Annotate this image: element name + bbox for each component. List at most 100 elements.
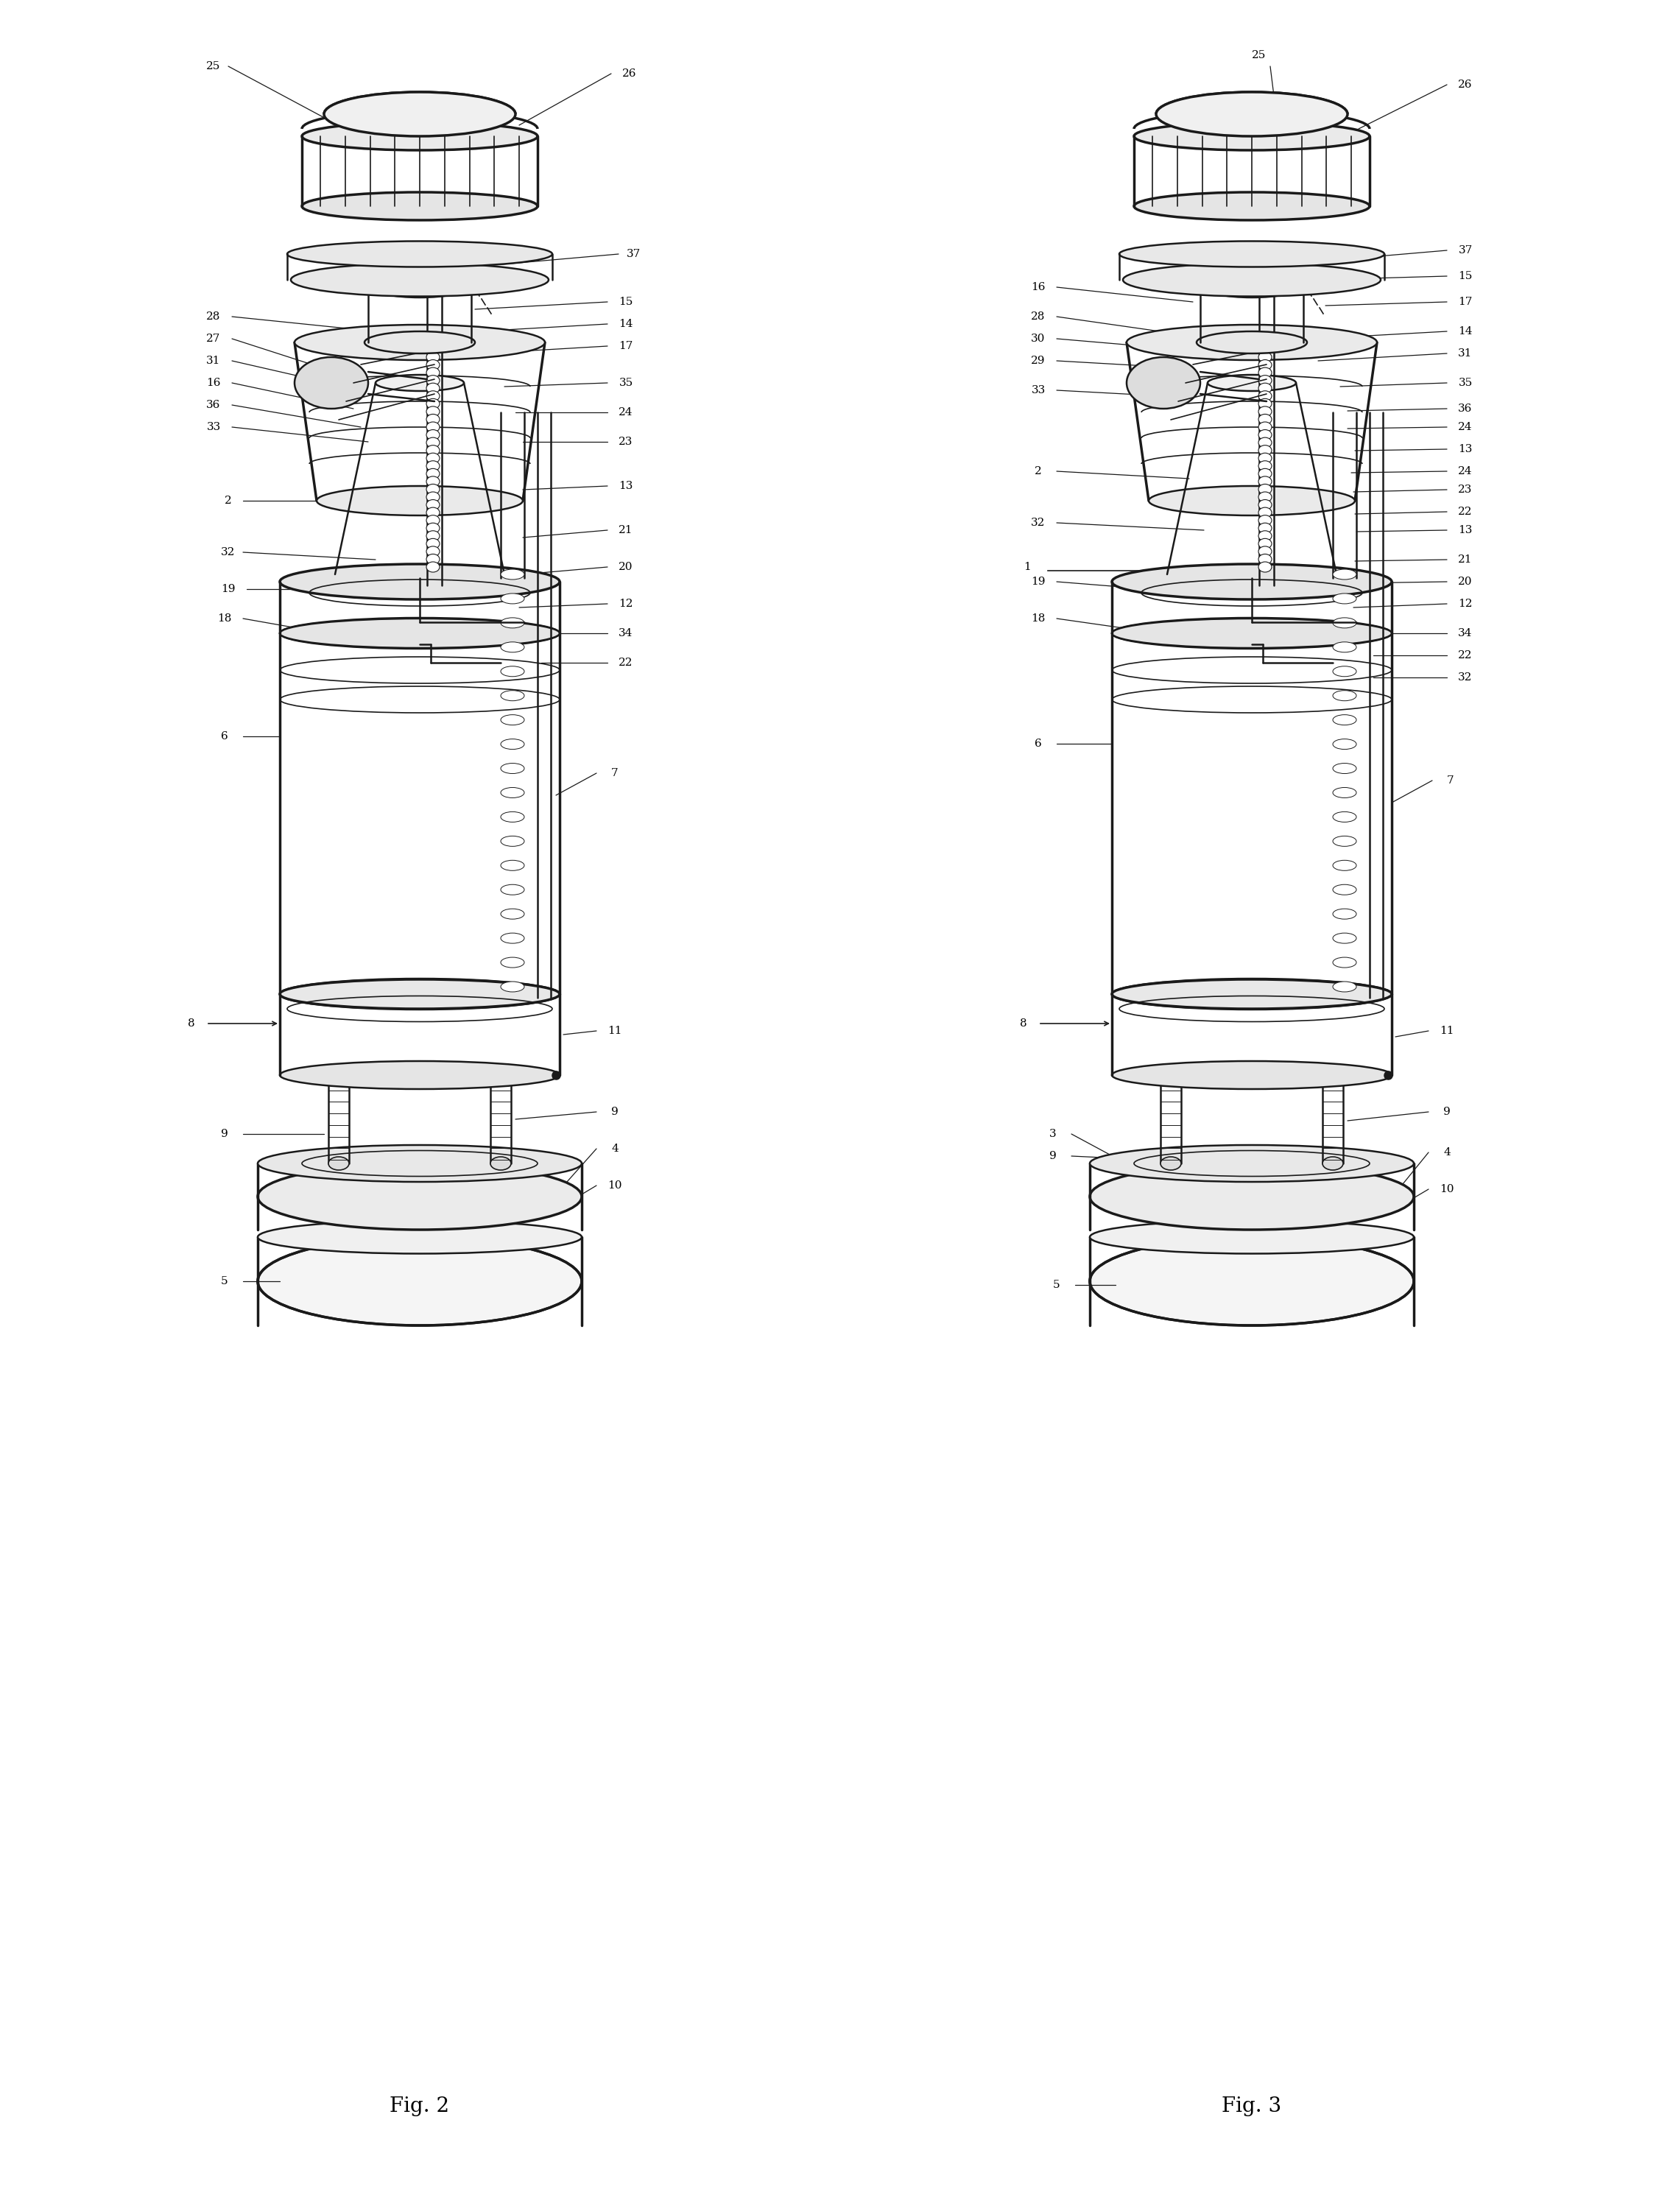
Text: 14: 14 [1459,325,1472,336]
Text: 26: 26 [1459,80,1472,91]
Ellipse shape [279,564,560,599]
Text: 9: 9 [221,1128,228,1139]
Ellipse shape [490,1068,510,1082]
Ellipse shape [328,1068,350,1082]
Ellipse shape [427,422,440,431]
Text: 24: 24 [619,407,632,418]
Ellipse shape [500,812,524,823]
Ellipse shape [1161,1157,1181,1170]
Ellipse shape [1126,356,1200,409]
Ellipse shape [500,787,524,799]
Text: 37: 37 [626,250,641,259]
Ellipse shape [427,429,440,440]
Ellipse shape [427,407,440,416]
Ellipse shape [1123,263,1380,296]
Ellipse shape [427,484,440,495]
Ellipse shape [1205,276,1300,296]
Ellipse shape [500,836,524,847]
Ellipse shape [1258,546,1271,557]
Text: 2: 2 [224,495,233,507]
Ellipse shape [1333,885,1357,896]
Ellipse shape [1333,982,1357,991]
Ellipse shape [1322,1068,1343,1082]
Ellipse shape [427,383,440,394]
Ellipse shape [1258,507,1271,518]
Ellipse shape [1258,562,1271,573]
Ellipse shape [1089,1221,1414,1254]
Ellipse shape [1258,522,1271,533]
Ellipse shape [279,978,560,1009]
Text: 26: 26 [622,69,637,80]
Ellipse shape [1258,414,1271,425]
Text: 11: 11 [1440,1026,1454,1035]
Ellipse shape [427,469,440,478]
Ellipse shape [427,438,440,447]
Ellipse shape [1333,739,1357,750]
Text: 32: 32 [221,546,236,557]
Text: 4: 4 [611,1144,619,1155]
Ellipse shape [1333,666,1357,677]
Text: 29: 29 [1031,356,1046,365]
Text: 32: 32 [1459,672,1472,684]
Ellipse shape [500,593,524,604]
Ellipse shape [500,739,524,750]
Ellipse shape [301,122,537,150]
Text: 7: 7 [1447,776,1454,785]
Text: 22: 22 [1459,650,1472,661]
Text: 28: 28 [206,312,221,321]
Ellipse shape [1333,568,1357,580]
Ellipse shape [500,909,524,920]
Ellipse shape [279,1062,560,1088]
Ellipse shape [288,241,552,268]
Ellipse shape [1322,1157,1343,1170]
Ellipse shape [500,933,524,942]
Ellipse shape [1113,617,1392,648]
Ellipse shape [1113,978,1392,1009]
Ellipse shape [1333,933,1357,942]
Ellipse shape [1258,469,1271,478]
Ellipse shape [1156,93,1347,137]
Ellipse shape [427,414,440,425]
Ellipse shape [490,1157,510,1170]
Ellipse shape [1258,407,1271,416]
Ellipse shape [1333,641,1357,653]
Text: 18: 18 [1031,613,1046,624]
Text: 7: 7 [611,768,619,779]
Ellipse shape [1113,1062,1392,1088]
Ellipse shape [1126,325,1377,361]
Ellipse shape [427,562,440,573]
Ellipse shape [1161,1068,1181,1082]
Ellipse shape [1333,593,1357,604]
Text: Fig. 3: Fig. 3 [1221,2097,1282,2117]
Ellipse shape [1258,445,1271,456]
Ellipse shape [325,93,515,137]
Ellipse shape [1258,538,1271,549]
Text: 24: 24 [1459,422,1472,431]
Ellipse shape [301,192,537,221]
Ellipse shape [500,860,524,872]
Text: 16: 16 [206,378,221,387]
Ellipse shape [279,619,560,648]
Ellipse shape [427,367,440,378]
Ellipse shape [1333,812,1357,823]
Ellipse shape [427,515,440,526]
Ellipse shape [1333,836,1357,847]
Ellipse shape [328,1157,350,1170]
Ellipse shape [258,1237,582,1325]
Text: 36: 36 [206,400,221,409]
Text: 12: 12 [1459,599,1472,608]
Ellipse shape [1333,860,1357,872]
Text: 36: 36 [1459,403,1472,414]
Ellipse shape [427,500,440,511]
Ellipse shape [1149,487,1355,515]
Text: 15: 15 [619,296,632,307]
Ellipse shape [294,325,545,361]
Text: 6: 6 [1034,739,1042,750]
Ellipse shape [427,392,440,400]
Ellipse shape [371,276,467,296]
Text: 3: 3 [1049,1128,1057,1139]
Ellipse shape [291,263,549,296]
Text: 20: 20 [619,562,632,573]
Ellipse shape [1258,500,1271,511]
Ellipse shape [1258,398,1271,409]
